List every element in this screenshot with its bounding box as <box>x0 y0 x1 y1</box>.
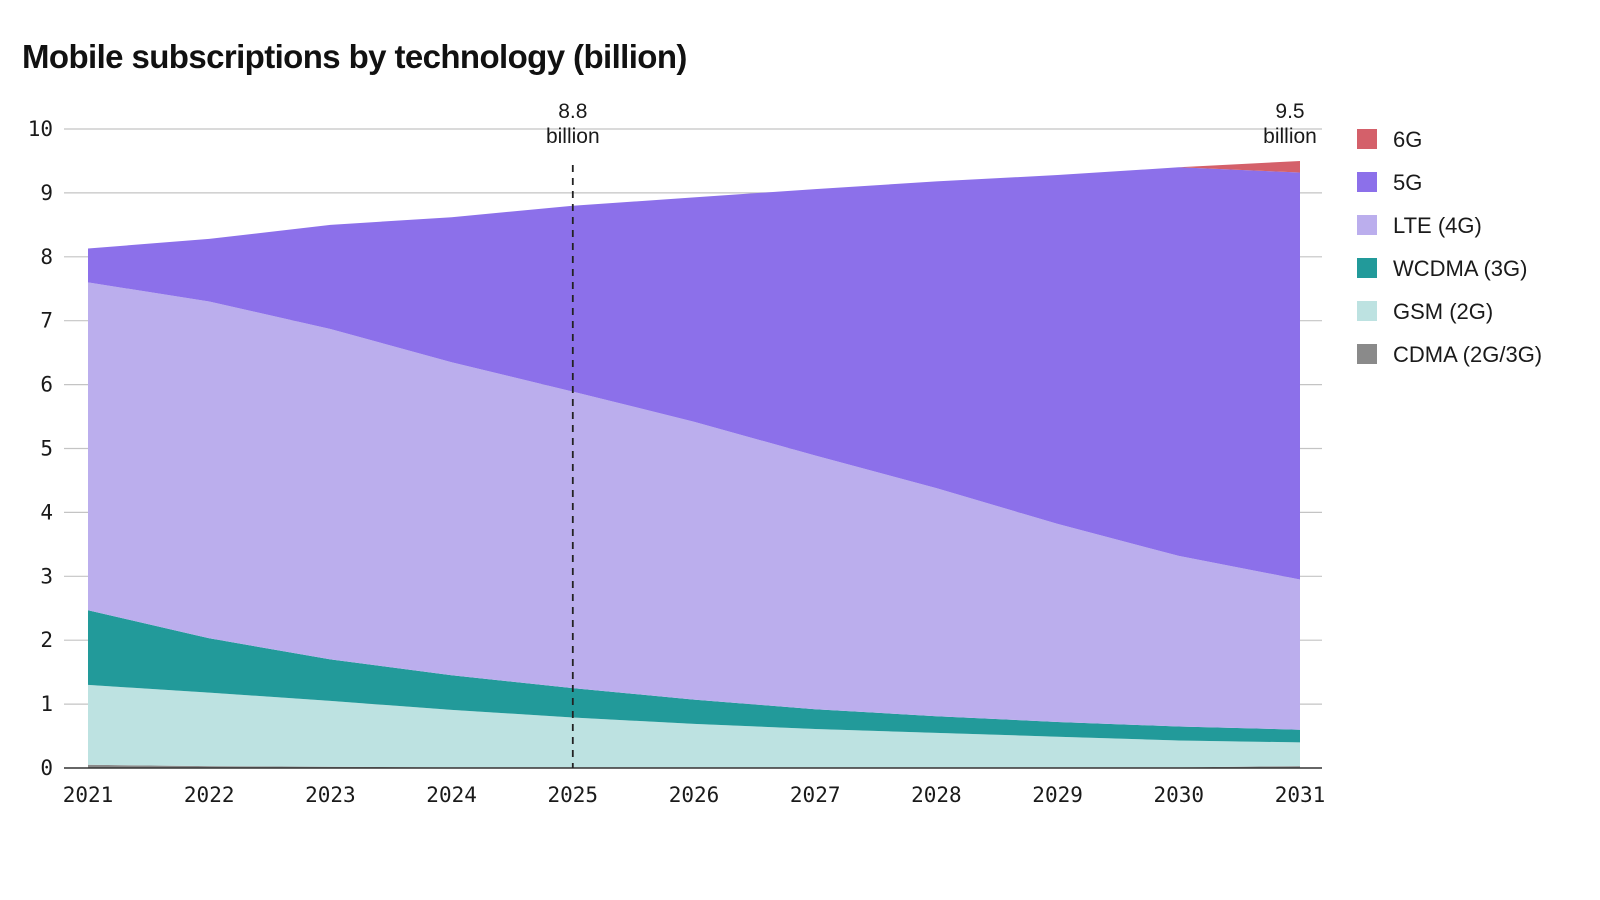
y-tick-label: 4 <box>40 500 53 524</box>
x-tick-label: 2022 <box>184 783 235 807</box>
y-tick-label: 10 <box>28 117 53 141</box>
axes: 0 1 2 3 4 5 6 7 8 9 10 2021 2022 2023 2024 2025 2026 2027… <box>28 117 1326 807</box>
legend-swatch-lte-4g <box>1357 215 1377 235</box>
x-tick-label: 2027 <box>790 783 841 807</box>
x-tick-label: 2025 <box>548 783 599 807</box>
legend: 6G 5G LTE (4G) WCDMA (3G) GSM (2G) CDMA (2G/3… <box>1357 127 1542 367</box>
y-tick-label: 7 <box>40 309 53 333</box>
y-tick-label: 5 <box>40 437 53 461</box>
x-tick-label: 2030 <box>1154 783 1205 807</box>
legend-label-wcdma-3g: WCDMA (3G) <box>1393 256 1527 281</box>
legend-swatch-wcdma-3g <box>1357 258 1377 278</box>
area-5g <box>88 167 1300 580</box>
legend-label-6g: 6G <box>1393 127 1422 152</box>
area-series <box>88 161 1300 768</box>
annotation-unit: billion <box>546 125 600 148</box>
y-tick-label: 3 <box>40 564 53 588</box>
annotation-value: 9.5 <box>1275 100 1304 123</box>
legend-swatch-6g <box>1357 129 1377 149</box>
x-tick-label: 2023 <box>305 783 356 807</box>
x-tick-label: 2024 <box>426 783 477 807</box>
legend-label-gsm-2g: GSM (2G) <box>1393 299 1493 324</box>
chart-title: Mobile subscriptions by technology (bill… <box>22 38 687 75</box>
area-wcdma-3g <box>88 610 1300 743</box>
area-lte-4g <box>88 282 1300 730</box>
y-tick-label: 6 <box>40 373 53 397</box>
area-cdma-2g-3g <box>88 764 1300 768</box>
area-gsm-2g <box>88 684 1300 768</box>
y-tick-label: 8 <box>40 245 53 269</box>
y-tick-label: 1 <box>40 692 53 716</box>
legend-swatch-5g <box>1357 172 1377 192</box>
legend-label-cdma-2g-3g: CDMA (2G/3G) <box>1393 342 1542 367</box>
x-tick-label: 2021 <box>63 783 114 807</box>
x-tick-label: 2029 <box>1032 783 1083 807</box>
x-tick-label: 2028 <box>911 783 962 807</box>
x-tick-label: 2031 <box>1275 783 1326 807</box>
legend-label-5g: 5G <box>1393 170 1422 195</box>
y-tick-label: 2 <box>40 628 53 652</box>
y-tick-label: 0 <box>40 756 53 780</box>
y-tick-label: 9 <box>40 181 53 205</box>
annotation-value: 8.8 <box>558 100 587 123</box>
legend-swatch-gsm-2g <box>1357 301 1377 321</box>
legend-label-lte-4g: LTE (4G) <box>1393 213 1482 238</box>
annotation-unit: billion <box>1263 125 1317 148</box>
legend-swatch-cdma-2g-3g <box>1357 344 1377 364</box>
x-tick-label: 2026 <box>669 783 720 807</box>
